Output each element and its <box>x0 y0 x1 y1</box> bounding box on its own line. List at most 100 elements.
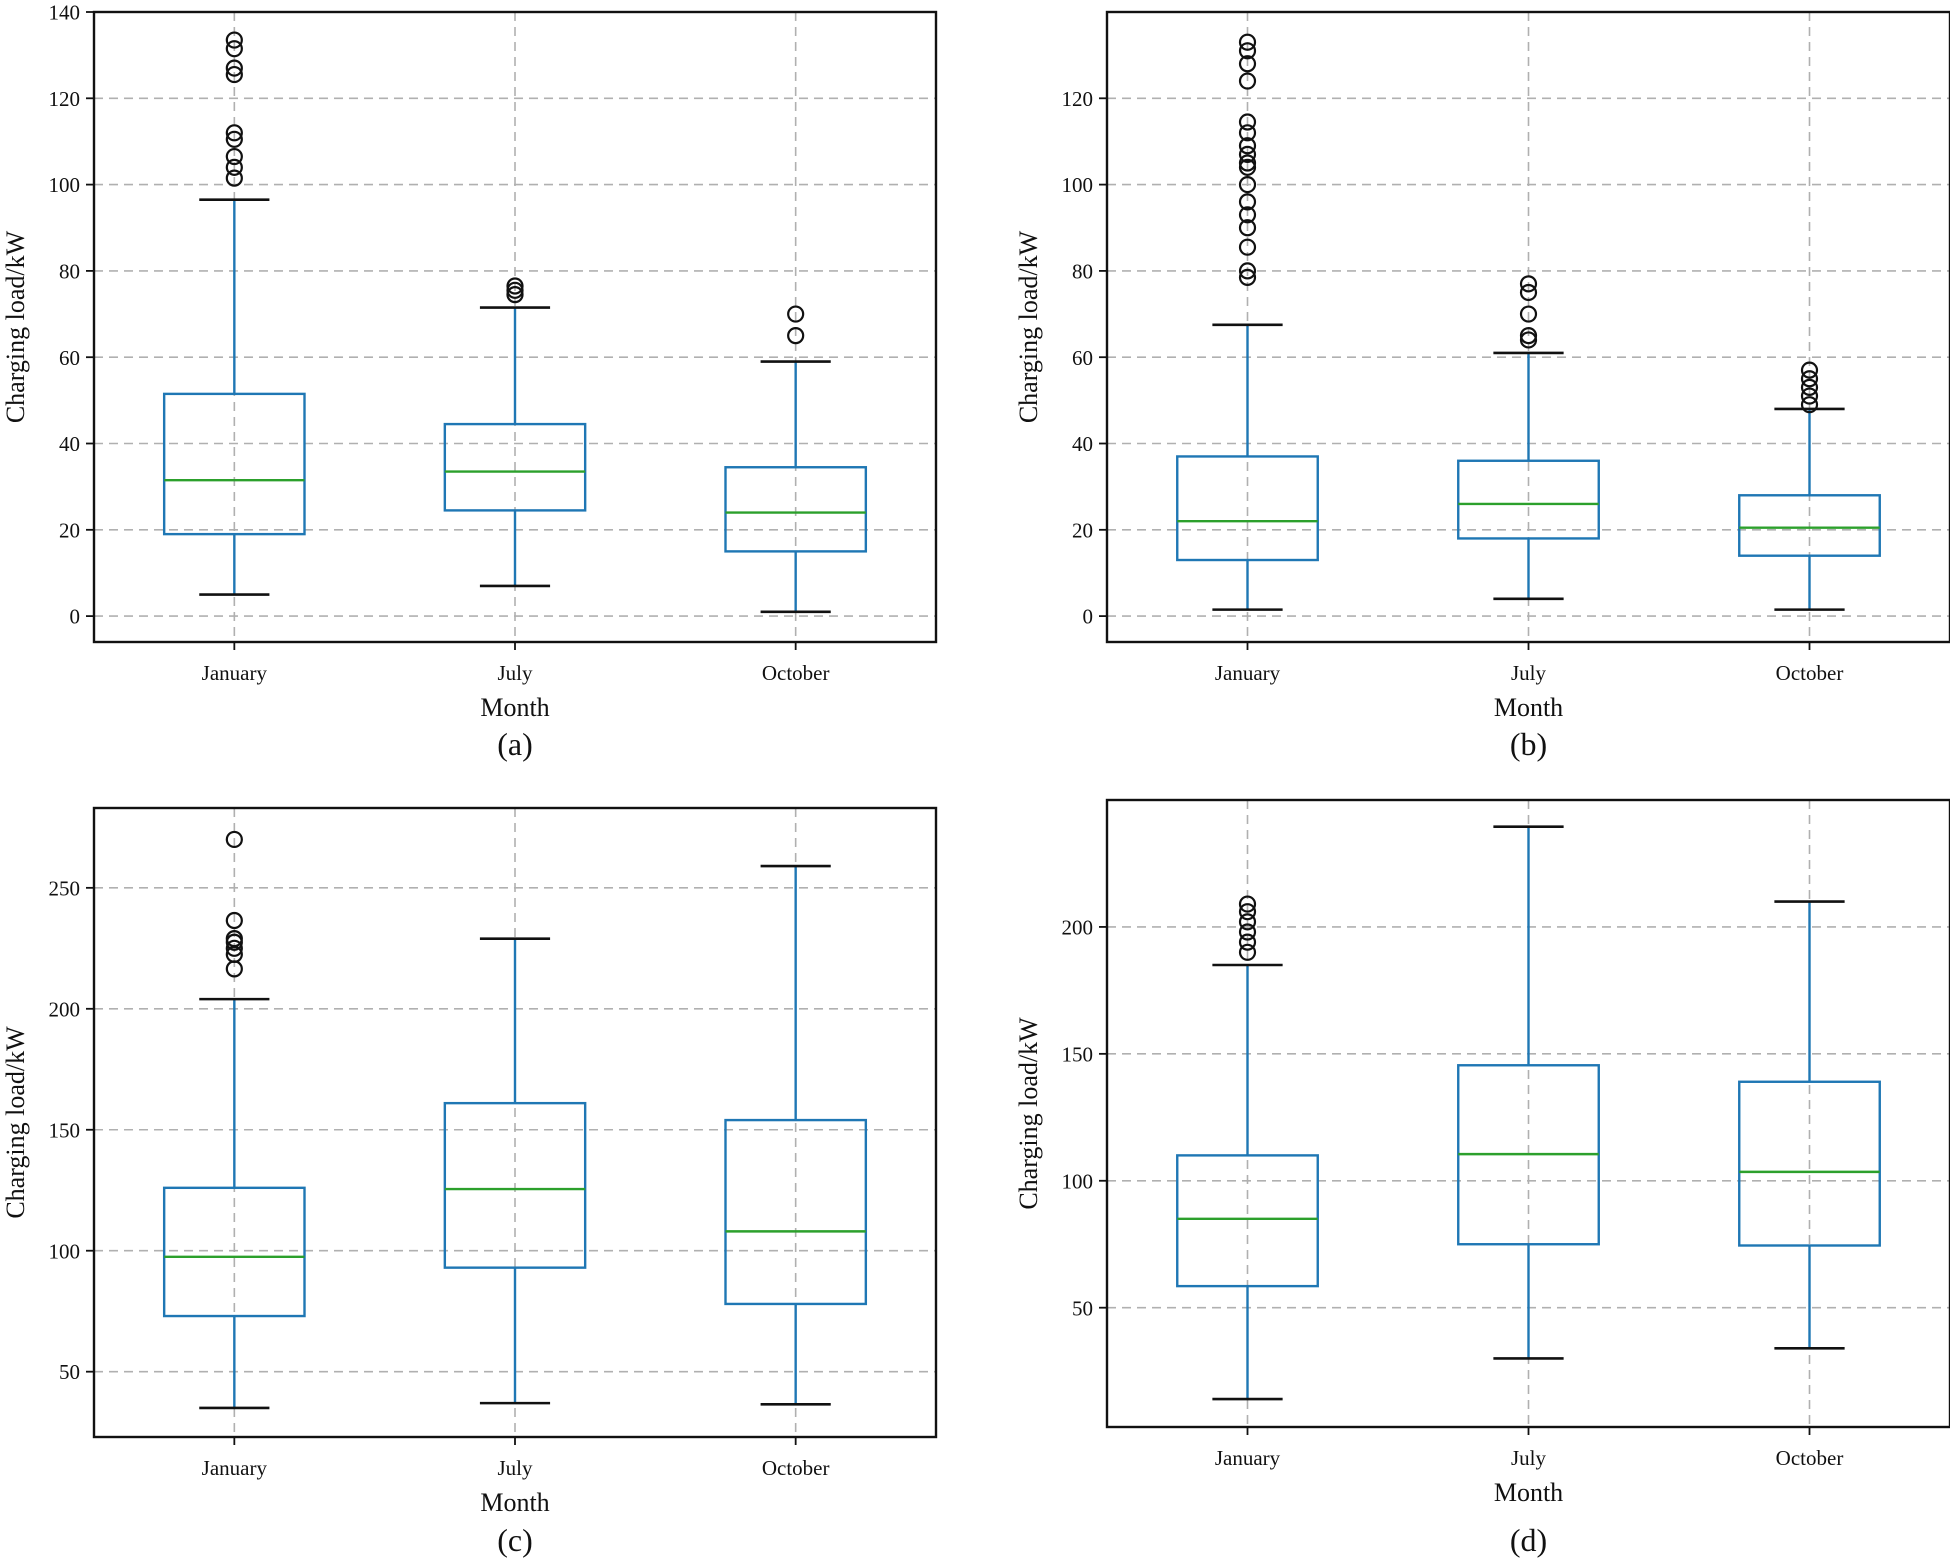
outlier-point <box>225 59 243 77</box>
y-tick-label: 200 <box>49 997 81 1021</box>
outlier-point <box>225 124 243 142</box>
outlier-point <box>506 281 524 299</box>
outlier-point <box>1800 361 1819 379</box>
outlier-point <box>506 277 524 295</box>
box-october <box>724 305 868 614</box>
x-tick-label-october: October <box>762 661 830 685</box>
iqr-box <box>724 1118 868 1306</box>
outlier-point <box>1519 283 1538 302</box>
box-july <box>1457 275 1600 601</box>
outlier-point <box>225 147 243 166</box>
outlier-point <box>1238 923 1257 941</box>
panel-caption: (a) <box>497 726 533 762</box>
y-tick-label: 100 <box>1062 1169 1094 1193</box>
x-tick-label-july: July <box>497 1456 533 1480</box>
y-tick-label: 40 <box>1072 432 1093 456</box>
outlier-point <box>1238 903 1257 921</box>
outlier-point <box>1800 378 1819 397</box>
outlier-point <box>225 158 243 176</box>
outlier-point <box>225 130 243 148</box>
outlier-point <box>1238 933 1257 951</box>
iqr-box <box>1176 455 1319 562</box>
panel-caption: (b) <box>1510 726 1547 762</box>
y-tick-label: 20 <box>1072 518 1093 542</box>
box-january <box>1176 895 1319 1401</box>
outlier-point <box>1238 137 1257 155</box>
iqr-box <box>1738 494 1881 557</box>
outlier-point <box>1238 268 1257 286</box>
iqr-box <box>724 466 868 553</box>
outlier-point <box>1238 238 1257 256</box>
box-january <box>162 830 306 1410</box>
outlier-point <box>225 40 243 58</box>
x-tick-label-july: July <box>1511 661 1547 685</box>
y-axis-label: Charging load/kW <box>1014 230 1043 423</box>
x-axis-label: Month <box>480 1488 549 1517</box>
outlier-point <box>1238 72 1257 90</box>
outlier-point <box>225 65 243 84</box>
iqr-box <box>162 392 306 536</box>
x-tick-label-january: January <box>1215 1446 1281 1470</box>
y-tick-label: 50 <box>59 1360 80 1384</box>
y-tick-label: 0 <box>70 605 81 629</box>
x-tick-label-october: October <box>1776 1446 1844 1470</box>
outlier-point <box>1238 193 1257 211</box>
outlier-point <box>1238 176 1257 194</box>
outlier-point <box>1238 206 1257 224</box>
chart-panel-1: 0 20 40 60 80 100 120 140 January July October Char… <box>1 1 938 762</box>
y-tick-label: 120 <box>49 87 81 111</box>
outlier-point <box>1238 145 1257 163</box>
plot-frame <box>1105 10 1950 644</box>
outlier-point <box>1238 943 1257 961</box>
outlier-point <box>225 31 243 49</box>
outlier-point <box>225 830 243 849</box>
outlier-point <box>1238 913 1257 931</box>
chart-panel-4: 50 100 150 200 January July October Charging lo… <box>1014 798 1950 1558</box>
outlier-point <box>225 911 243 930</box>
y-axis-label: Charging load/kW <box>1014 1017 1043 1210</box>
box-july <box>443 277 587 588</box>
x-tick-label-july: July <box>497 661 533 685</box>
iqr-box <box>443 422 587 512</box>
y-tick-label: 40 <box>59 432 80 456</box>
y-tick-label: 150 <box>1062 1042 1094 1066</box>
outlier-point <box>787 327 805 345</box>
box-july <box>443 937 587 1405</box>
outlier-point <box>1238 262 1257 280</box>
y-tick-label: 200 <box>1062 915 1094 939</box>
outlier-point <box>1519 305 1538 323</box>
x-tick-label-january: January <box>1215 661 1281 685</box>
iqr-box <box>1176 1154 1319 1288</box>
plot-frame <box>1105 798 1950 1429</box>
y-axis-label: Charging load/kW <box>1 1026 30 1219</box>
x-axis-label: Month <box>480 693 549 722</box>
y-tick-label: 250 <box>49 876 81 900</box>
outlier-point <box>787 305 805 323</box>
y-tick-label: 20 <box>59 518 80 542</box>
outlier-point <box>1238 219 1257 237</box>
chart-panel-3: 50 100 150 200 250 January July October Charging… <box>1 806 938 1558</box>
x-axis-label: Month <box>1494 693 1563 722</box>
box-january <box>1176 33 1319 611</box>
x-tick-label-july: July <box>1511 1446 1547 1470</box>
outlier-point <box>1800 387 1819 405</box>
panel-caption: (c) <box>497 1522 533 1558</box>
iqr-box <box>1738 1080 1881 1247</box>
outlier-point <box>1238 124 1257 142</box>
iqr-box <box>1457 459 1600 540</box>
x-tick-label-october: October <box>1776 661 1844 685</box>
outlier-point <box>1238 895 1257 913</box>
y-tick-label: 120 <box>1062 87 1094 111</box>
outlier-point <box>1800 396 1819 414</box>
outlier-point <box>1238 158 1257 176</box>
y-tick-label: 100 <box>49 173 81 197</box>
x-axis-label: Month <box>1494 1478 1563 1507</box>
y-tick-label: 80 <box>1072 259 1093 283</box>
x-tick-label-january: January <box>202 661 268 685</box>
outlier-point <box>1238 113 1257 131</box>
y-tick-label: 60 <box>1072 346 1093 370</box>
iqr-box <box>443 1101 587 1269</box>
outlier-point <box>506 286 524 304</box>
outlier-point <box>1519 331 1538 349</box>
